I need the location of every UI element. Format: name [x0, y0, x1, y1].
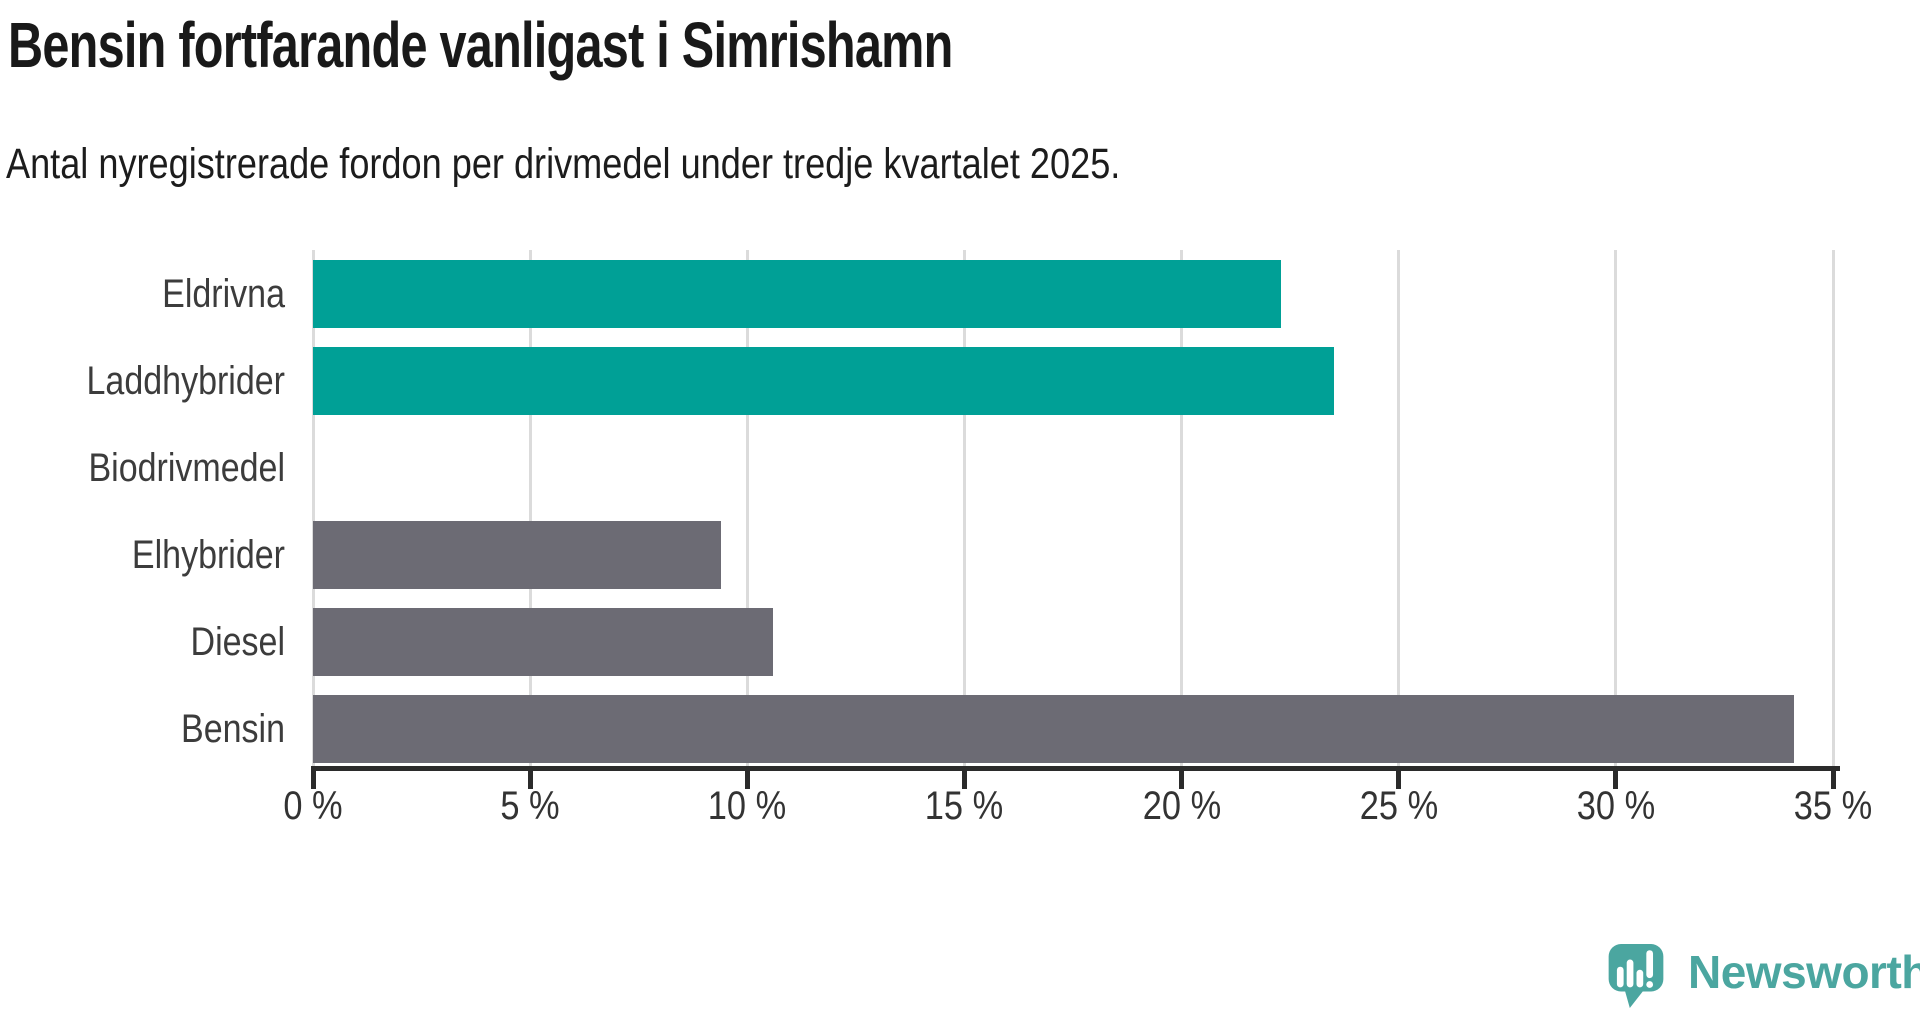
x-tick-label: 20 % [1142, 784, 1221, 828]
bar-elhybrider [313, 521, 722, 589]
bar-laddhybrider [313, 347, 1334, 415]
x-tick-label: 10 % [708, 784, 787, 828]
x-axis-tick [961, 766, 967, 789]
x-axis-tick [310, 766, 316, 789]
x-tick-label: 30 % [1576, 784, 1656, 828]
chart-subtitle: Antal nyregistrerade fordon per drivmede… [6, 140, 1121, 188]
category-label: Biodrivmedel [88, 446, 285, 490]
newsworthy-logo: Newsworthy [1608, 944, 1920, 1008]
bar-eldrivna [313, 260, 1282, 328]
x-tick-label: 15 % [925, 784, 1004, 828]
chart-title: Bensin fortfarande vanligast i Simrisham… [8, 9, 953, 81]
bar-bensin [313, 695, 1794, 763]
x-axis-tick [1613, 766, 1619, 789]
gridline [1614, 250, 1618, 766]
gridline [1180, 250, 1184, 766]
category-label: Eldrivna [162, 272, 285, 316]
gridline [528, 250, 532, 766]
x-axis-tick [744, 766, 750, 789]
x-axis-tick [1830, 766, 1836, 789]
gridline [1831, 250, 1835, 766]
bar-diesel [313, 608, 774, 676]
x-axis-line [311, 766, 1840, 771]
x-tick-label: 25 % [1359, 784, 1438, 828]
newsworthy-bubble-chart-icon [1608, 944, 1664, 1008]
gridline [1397, 250, 1401, 766]
x-tick-label: 35 % [1793, 784, 1873, 828]
gridline [745, 250, 749, 766]
gridline [311, 250, 315, 766]
x-axis-tick [527, 766, 533, 789]
newsworthy-logo-text: Newsworthy [1688, 946, 1920, 998]
category-label: Laddhybrider [86, 359, 286, 403]
gridline [962, 250, 966, 766]
x-axis-tick [1396, 766, 1402, 789]
x-tick-label: 5 % [500, 784, 560, 828]
category-label: Bensin [181, 707, 285, 751]
category-label: Diesel [190, 620, 285, 664]
category-label: Elhybrider [131, 533, 285, 577]
x-tick-label: 0 % [283, 784, 343, 828]
x-axis-tick [1179, 766, 1185, 789]
